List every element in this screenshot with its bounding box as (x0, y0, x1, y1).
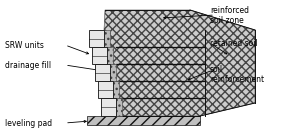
Polygon shape (107, 47, 113, 64)
Text: retained soil: retained soil (210, 39, 258, 47)
Polygon shape (113, 81, 119, 98)
Text: SRW units: SRW units (5, 40, 44, 50)
Bar (101, 98, 116, 116)
Polygon shape (110, 64, 116, 81)
Bar (98, 81, 113, 98)
Text: leveling pad: leveling pad (5, 119, 52, 128)
Text: soil
reinforcement: soil reinforcement (210, 65, 264, 84)
Polygon shape (116, 98, 122, 116)
Polygon shape (104, 30, 110, 47)
Polygon shape (104, 10, 255, 116)
Bar (95, 64, 110, 81)
Bar (89, 30, 104, 47)
Text: reinforced
soil zone: reinforced soil zone (210, 6, 249, 25)
Bar (92, 47, 107, 64)
Polygon shape (87, 116, 200, 125)
Text: drainage fill: drainage fill (5, 60, 51, 70)
